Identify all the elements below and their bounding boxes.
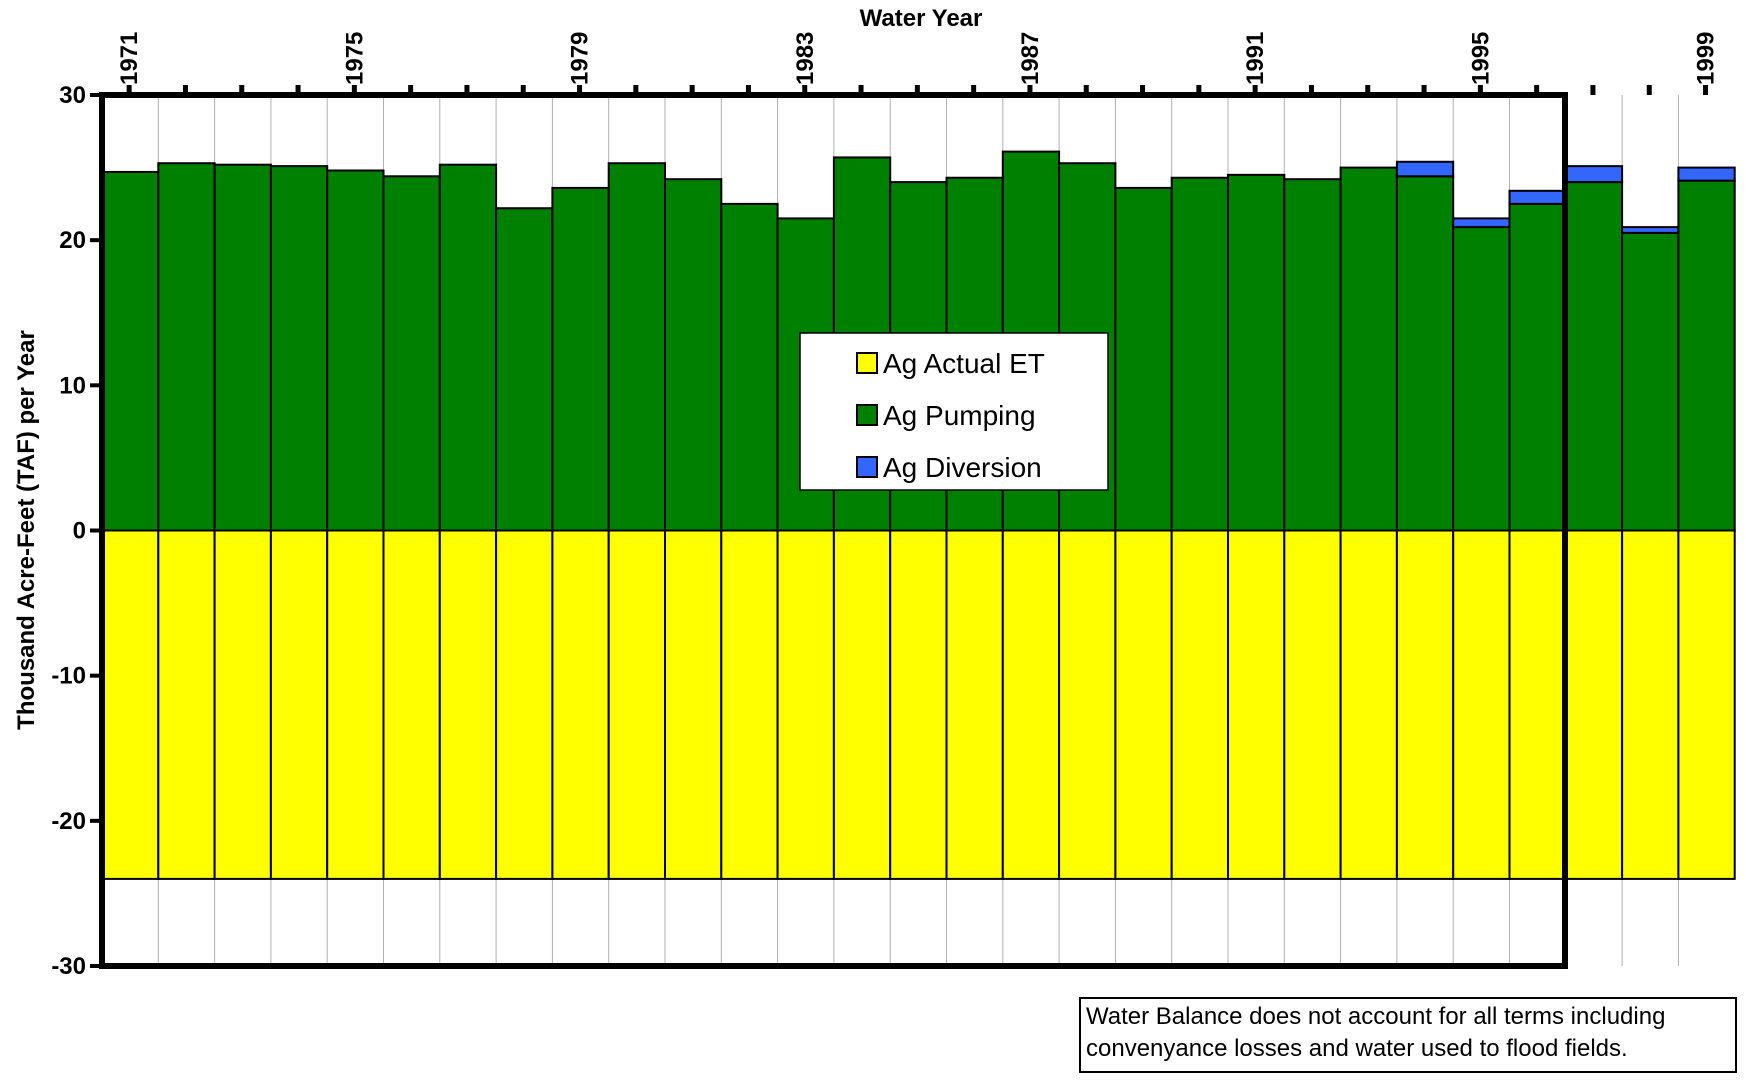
y-axis-title: Thousand Acre-Feet (TAF) per Year: [13, 330, 40, 730]
legend-label-ag-actual-et: Ag Actual ET: [883, 348, 1045, 379]
x-tick-label: 1975: [341, 32, 368, 85]
bar-ag-pumping-1973: [213, 163, 272, 532]
bar-ag-actual-et-1973: [213, 529, 272, 880]
bar-ag-pumping-1989: [1114, 186, 1173, 532]
bar-ag-pumping-1979: [551, 186, 610, 532]
x-tick-label: 1979: [567, 32, 594, 85]
legend-swatch-ag-pumping: [856, 404, 878, 426]
bar-ag-actual-et-1987: [1001, 529, 1061, 880]
y-tick-label: 0: [73, 518, 86, 545]
legend: Ag Actual ET Ag Pumping Ag Diversion: [799, 332, 1109, 491]
axis-layer: -30 -20 -10 0 10 20 30 1971 1975 1979 1983 1987 1991…: [13, 5, 1720, 980]
bar-ag-actual-et-1972: [157, 529, 216, 880]
bar-ag-diversion-1995: [1452, 217, 1511, 229]
bar-ag-actual-et-1996: [1508, 529, 1567, 880]
bar-ag-actual-et-1989: [1114, 529, 1173, 880]
note-box: Water Balance does not account for all t…: [1079, 997, 1737, 1073]
y-tick-label: -10: [51, 663, 86, 690]
bar-ag-pumping-1974: [269, 165, 329, 532]
y-tick-label: -30: [51, 953, 86, 980]
bar-ag-pumping-1981: [664, 178, 723, 532]
note-line: convenyance losses and water used to flo…: [1086, 1035, 1628, 1062]
bar-ag-pumping-1976: [382, 175, 441, 532]
y-tick-label: 20: [59, 227, 86, 254]
bar-ag-actual-et-1971: [101, 529, 160, 880]
bar-ag-pumping-1971: [101, 170, 160, 532]
bar-ag-actual-et-1994: [1395, 529, 1455, 880]
bar-layer: [101, 150, 1736, 880]
bar-ag-actual-et-1976: [382, 529, 441, 880]
bar-ag-pumping-1997: [1564, 181, 1624, 532]
bar-ag-actual-et-1999: [1677, 529, 1736, 880]
bar-ag-pumping-1993: [1339, 166, 1398, 532]
legend-label-ag-pumping: Ag Pumping: [883, 400, 1036, 431]
bar-ag-pumping-1978: [495, 207, 554, 532]
bar-ag-diversion-1997: [1564, 165, 1624, 184]
x-tick-label: 1983: [792, 32, 819, 85]
bar-ag-diversion-1999: [1677, 166, 1736, 182]
bar-ag-pumping-1990: [1170, 176, 1229, 532]
note-box-frame: [1079, 997, 1737, 1073]
bar-ag-pumping-1994: [1395, 175, 1455, 532]
y-tick-label: 10: [59, 372, 86, 399]
bar-ag-diversion-1994: [1395, 160, 1455, 178]
bar-ag-pumping-1977: [438, 163, 498, 532]
bar-ag-actual-et-1993: [1339, 529, 1398, 880]
bar-ag-actual-et-1977: [438, 529, 498, 880]
bar-ag-pumping-1998: [1621, 231, 1680, 532]
bar-ag-actual-et-1981: [664, 529, 723, 880]
bar-ag-actual-et-1974: [269, 529, 329, 880]
x-tick-label: 1987: [1017, 32, 1044, 85]
bar-ag-actual-et-1992: [1283, 529, 1342, 880]
bar-ag-actual-et-1982: [720, 529, 779, 880]
x-tick-label: 1995: [1467, 32, 1494, 85]
bar-ag-diversion-1996: [1508, 189, 1567, 205]
bar-ag-actual-et-1984: [832, 529, 892, 880]
bar-ag-pumping-1995: [1452, 226, 1511, 532]
bar-ag-actual-et-1991: [1227, 529, 1286, 880]
bar-ag-pumping-1975: [326, 169, 385, 532]
bar-ag-actual-et-1985: [889, 529, 948, 880]
x-tick-label: 1991: [1242, 32, 1269, 85]
bar-ag-actual-et-1983: [776, 529, 835, 880]
y-tick-label: 30: [59, 82, 86, 109]
x-axis-title: Water Year: [860, 5, 983, 32]
bar-ag-diversion-1998: [1621, 226, 1680, 234]
x-tick-label: 1971: [116, 32, 143, 85]
bar-ag-actual-et-1997: [1564, 529, 1624, 880]
bar-ag-actual-et-1998: [1621, 529, 1680, 880]
bar-ag-pumping-1999: [1677, 179, 1736, 532]
x-tick-label: 1999: [1693, 32, 1720, 85]
legend-swatch-ag-actual-et: [856, 352, 878, 374]
legend-swatch-ag-diversion: [856, 456, 878, 478]
bar-ag-pumping-1992: [1283, 178, 1342, 532]
y-tick-label: -20: [51, 808, 86, 835]
bar-ag-actual-et-1975: [326, 529, 385, 880]
bar-ag-actual-et-1988: [1058, 529, 1117, 880]
bar-ag-pumping-1982: [720, 202, 779, 532]
legend-box: [799, 332, 1109, 491]
bar-ag-actual-et-1990: [1170, 529, 1229, 880]
note-line: Water Balance does not account for all t…: [1086, 1003, 1665, 1030]
bar-ag-pumping-1996: [1508, 202, 1567, 532]
bar-ag-actual-et-1995: [1452, 529, 1511, 880]
bar-ag-pumping-1972: [157, 162, 216, 532]
legend-label-ag-diversion: Ag Diversion: [883, 452, 1042, 483]
bar-ag-pumping-1991: [1227, 173, 1286, 532]
bar-ag-actual-et-1980: [607, 529, 667, 880]
bar-ag-actual-et-1986: [945, 529, 1004, 880]
bar-ag-pumping-1980: [607, 162, 667, 532]
bar-ag-actual-et-1978: [495, 529, 554, 880]
bar-ag-actual-et-1979: [551, 529, 610, 880]
